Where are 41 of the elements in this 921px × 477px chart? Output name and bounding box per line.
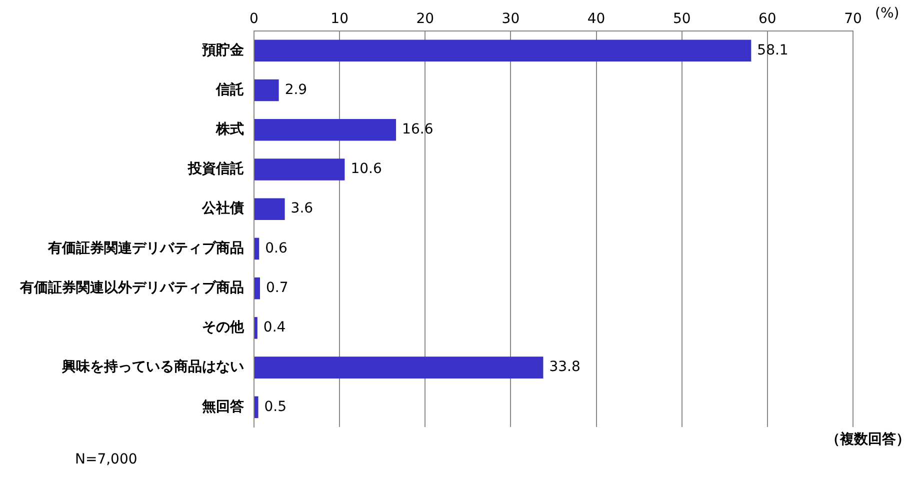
x-tick-label: 70 [844,11,862,28]
bar [254,40,752,62]
text: N=7,000 [75,452,138,468]
data-label: 0.5 [264,398,287,415]
y-tick-label: 有価証券関連デリバティブ商品 [47,239,244,256]
data-label: 0.4 [263,320,286,336]
bar [254,79,279,102]
y-tick-label: 投資信託 [187,161,244,178]
y-tick-label: 有価証券関連以外デリバティブ商品 [19,278,244,296]
x-tick-label: 40 [587,11,606,28]
x-tick-label: 60 [758,11,776,28]
text: （複数回答） [826,430,910,448]
y-tick-label: 無回答 [201,398,244,415]
data-label: 16.6 [402,121,434,138]
bar [254,118,396,141]
bar [254,238,260,260]
bar [254,396,258,418]
data-label: 33.8 [549,359,580,376]
y-tick-label: その他 [202,320,245,336]
x-tick-label: 0 [250,11,258,28]
bar [254,277,260,300]
y-tick-label: 興味を持っている商品はない [61,358,244,376]
y-tick-label: 預貯金 [201,41,245,58]
x-axis-title: (%) [875,6,900,22]
y-tick-label: 株式 [215,121,244,138]
bar [254,356,544,378]
bar [254,158,345,180]
x-tick-label: 20 [416,11,434,28]
data-label: 0.6 [265,240,288,256]
data-label: 0.7 [266,280,288,296]
data-label: 2.9 [284,82,308,98]
data-label: 3.6 [290,200,314,217]
data-label: 10.6 [350,161,382,178]
y-tick-label: 公社債 [201,200,244,217]
data-label: 58.1 [757,42,788,58]
bar [254,317,258,339]
x-tick-label: 10 [330,11,348,28]
bar [254,198,285,220]
x-tick-label: 30 [502,11,520,28]
x-tick-label: 50 [672,11,691,28]
y-tick-label: 信託 [215,82,244,98]
